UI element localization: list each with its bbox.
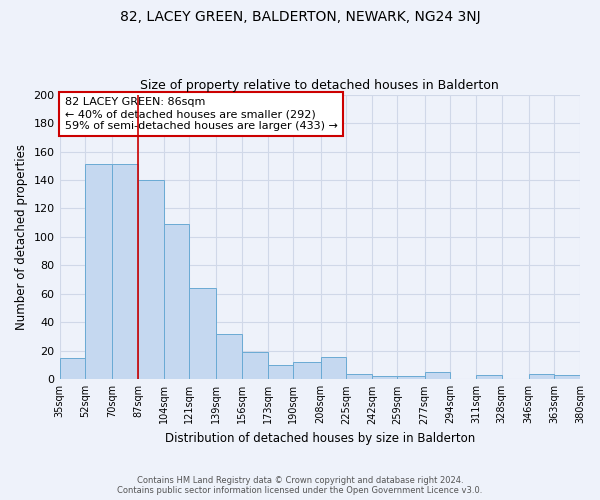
Bar: [554, 375, 580, 380]
Text: 82 LACEY GREEN: 86sqm
← 40% of detached houses are smaller (292)
59% of semi-det: 82 LACEY GREEN: 86sqm ← 40% of detached …: [65, 98, 338, 130]
Bar: [425, 372, 450, 380]
Text: Contains HM Land Registry data © Crown copyright and database right 2024.
Contai: Contains HM Land Registry data © Crown c…: [118, 476, 482, 495]
Bar: [59, 358, 85, 380]
X-axis label: Distribution of detached houses by size in Balderton: Distribution of detached houses by size …: [164, 432, 475, 445]
Bar: [397, 376, 425, 380]
Bar: [85, 164, 112, 380]
Y-axis label: Number of detached properties: Number of detached properties: [15, 144, 28, 330]
Bar: [476, 375, 502, 380]
Bar: [164, 224, 189, 380]
Bar: [346, 374, 372, 380]
Title: Size of property relative to detached houses in Balderton: Size of property relative to detached ho…: [140, 79, 499, 92]
Bar: [268, 365, 293, 380]
Bar: [189, 288, 217, 380]
Bar: [242, 352, 268, 380]
Bar: [112, 164, 138, 380]
Bar: [217, 334, 242, 380]
Bar: [529, 374, 554, 380]
Bar: [138, 180, 164, 380]
Bar: [320, 356, 346, 380]
Bar: [293, 362, 320, 380]
Bar: [372, 376, 397, 380]
Text: 82, LACEY GREEN, BALDERTON, NEWARK, NG24 3NJ: 82, LACEY GREEN, BALDERTON, NEWARK, NG24…: [119, 10, 481, 24]
